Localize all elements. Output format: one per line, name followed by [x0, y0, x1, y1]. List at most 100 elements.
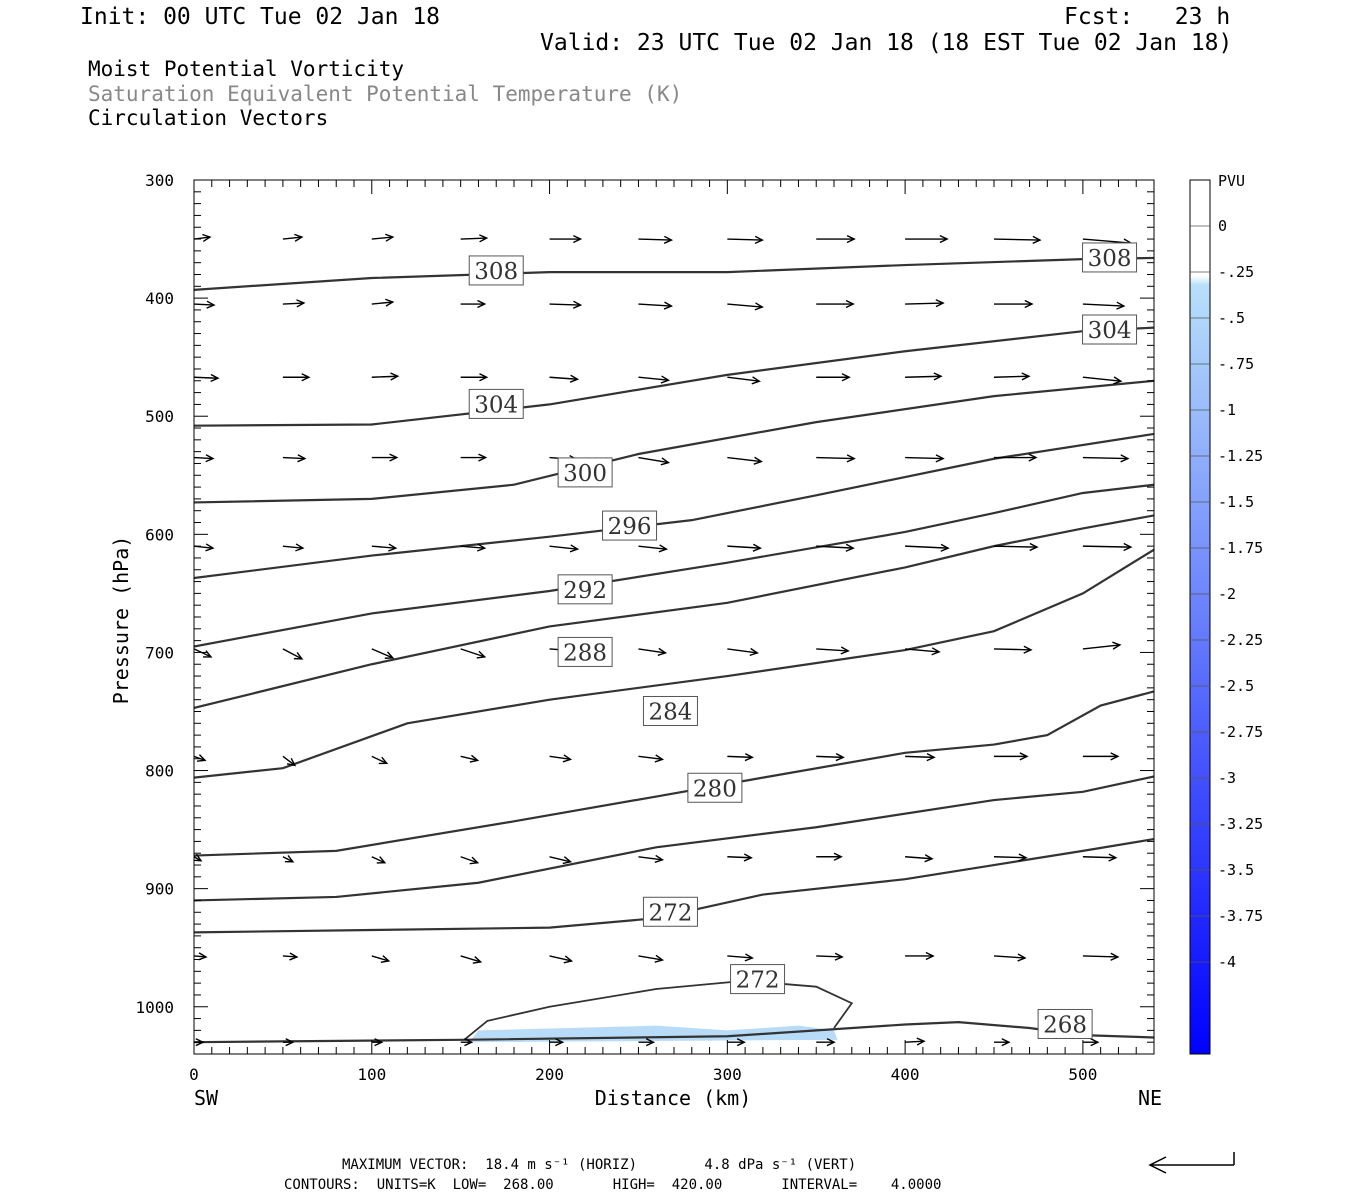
wind-vector-8-3 [460, 955, 483, 964]
wind-vector-3-0 [194, 454, 215, 463]
wind-vector-2-6 [727, 376, 761, 385]
colorbar-label-4: -1 [1218, 401, 1236, 419]
contour-label-304-2: 304 [1082, 314, 1138, 345]
wind-vector-6-2 [371, 755, 389, 765]
contour-label-288-7: 288 [557, 636, 613, 667]
wind-vector-4-2 [371, 543, 398, 552]
contour-label-text: 288 [563, 640, 607, 666]
contour-label-text: 280 [693, 776, 737, 802]
wind-vector-8-8 [905, 951, 935, 961]
colorbar: 0 -.25 -.5 -.75 -1 -1.25 -1.5 -1.75 -2 -2.25 -2.5 -… [1189, 172, 1263, 1055]
wind-vector-4-7 [816, 543, 855, 552]
wind-vector-4-0 [194, 543, 215, 552]
contour-label-268-12: 268 [1037, 1008, 1093, 1039]
contour-label-280-9: 280 [687, 772, 743, 803]
wind-vector-6-0 [194, 754, 207, 762]
wind-vector-0-7 [816, 234, 856, 244]
wind-vector-8-2 [371, 955, 391, 963]
wind-vector-7-9 [993, 853, 1028, 862]
y-tick-label-800: 800 [145, 762, 174, 781]
wind-vector-2-2 [371, 372, 400, 381]
wind-vector-9-5 [638, 1038, 656, 1047]
wind-vector-9-7 [816, 1038, 836, 1047]
wind-vector-5-6 [727, 647, 759, 657]
contour-label-272-11: 272 [730, 964, 786, 995]
wind-vector-0-8 [905, 234, 949, 244]
contour-label-text: 304 [1088, 318, 1132, 344]
wind-vector-6-1 [282, 755, 297, 767]
wind-vector-9-1 [282, 1038, 295, 1047]
x-tick-label-200: 200 [535, 1065, 564, 1084]
colorbar-label-14: -3.5 [1218, 861, 1254, 879]
wind-vector-4-1 [282, 543, 305, 552]
wind-vector-8-0 [194, 952, 208, 961]
wind-vector-0-9 [993, 235, 1042, 245]
wind-vector-3-5 [638, 456, 671, 466]
valid-time: Valid: 23 UTC Tue 02 Jan 18 (18 EST Tue … [540, 30, 1233, 56]
wind-vector-2-7 [816, 373, 851, 382]
contour-label-text: 308 [474, 259, 518, 285]
wind-vector-7-3 [460, 856, 480, 865]
vector-layer [194, 233, 1133, 1047]
colorbar-label-13: -3.25 [1218, 815, 1263, 833]
legend-pv: Moist Potential Vorticity [88, 57, 405, 81]
theta-contour-308-0 [194, 256, 1154, 291]
wind-vector-3-3 [460, 453, 488, 462]
colorbar-label-15: -3.75 [1218, 907, 1263, 925]
wind-vector-2-8 [905, 372, 943, 381]
y-tick-label-900: 900 [145, 880, 174, 899]
wind-vector-3-7 [816, 454, 856, 463]
x-end-right-label: NE [1138, 1086, 1162, 1110]
theta-contour-276-8 [194, 775, 1154, 902]
wind-vector-6-7 [816, 753, 845, 762]
wind-vector-5-7 [816, 646, 850, 655]
contour-layer [194, 256, 1154, 1044]
wind-vector-2-3 [460, 373, 489, 382]
wind-vector-3-6 [727, 456, 763, 465]
wind-vector-0-1 [282, 233, 304, 242]
colorbar-label-3: -.75 [1218, 355, 1254, 373]
wind-vector-1-0 [194, 300, 216, 309]
colorbar-gradient [1189, 179, 1211, 1055]
wind-vector-1-7 [816, 299, 855, 309]
wind-vector-7-10 [1082, 853, 1118, 862]
theta-contour-300-2 [194, 379, 1154, 504]
wind-vector-0-2 [371, 233, 395, 242]
contour-label-284-8: 284 [642, 695, 698, 726]
contour-label-text: 272 [736, 968, 780, 994]
wind-vector-9-6 [727, 1038, 746, 1047]
colorbar-label-6: -1.5 [1218, 493, 1254, 511]
wind-vector-5-3 [460, 648, 487, 659]
contour-label-text: 292 [563, 578, 607, 604]
contour-label-308-0: 308 [468, 255, 524, 286]
contour-label-272-10: 272 [642, 896, 698, 927]
wind-vector-8-10 [1082, 952, 1120, 961]
theta-contour-280-7 [194, 690, 1154, 857]
forecast-hour: Fcst: 23 h [1064, 4, 1231, 30]
wind-vector-8-5 [638, 954, 665, 963]
theta-contour-288-5 [194, 514, 1154, 710]
colorbar-label-9: -2.25 [1218, 631, 1263, 649]
contour-label-text: 296 [608, 514, 652, 540]
x-tick-label-100: 100 [357, 1065, 386, 1084]
colorbar-label-12: -3 [1218, 769, 1236, 787]
colorbar-label-10: -2.5 [1218, 677, 1254, 695]
y-axis-title: Pressure (hPa) [109, 536, 133, 705]
wind-vector-3-8 [905, 454, 945, 463]
wind-vector-6-6 [727, 752, 754, 762]
wind-vector-8-4 [549, 955, 574, 964]
wind-vector-1-9 [994, 299, 1034, 309]
footer-contours: CONTOURS: UNITS=K LOW= 268.00 HIGH= 420.… [284, 1177, 942, 1193]
contour-label-296-5: 296 [602, 510, 658, 541]
wind-vector-7-0 [194, 853, 203, 862]
wind-vector-1-1 [282, 299, 306, 308]
wind-vector-1-4 [549, 300, 583, 309]
wind-vector-5-8 [905, 647, 941, 656]
wind-vector-7-8 [905, 854, 934, 863]
wind-vector-4-10 [1082, 542, 1133, 552]
wind-vector-3-2 [371, 453, 399, 462]
wind-vector-5-2 [371, 648, 395, 659]
contour-label-text: 284 [648, 699, 692, 725]
contour-label-308-1: 308 [1082, 242, 1138, 273]
